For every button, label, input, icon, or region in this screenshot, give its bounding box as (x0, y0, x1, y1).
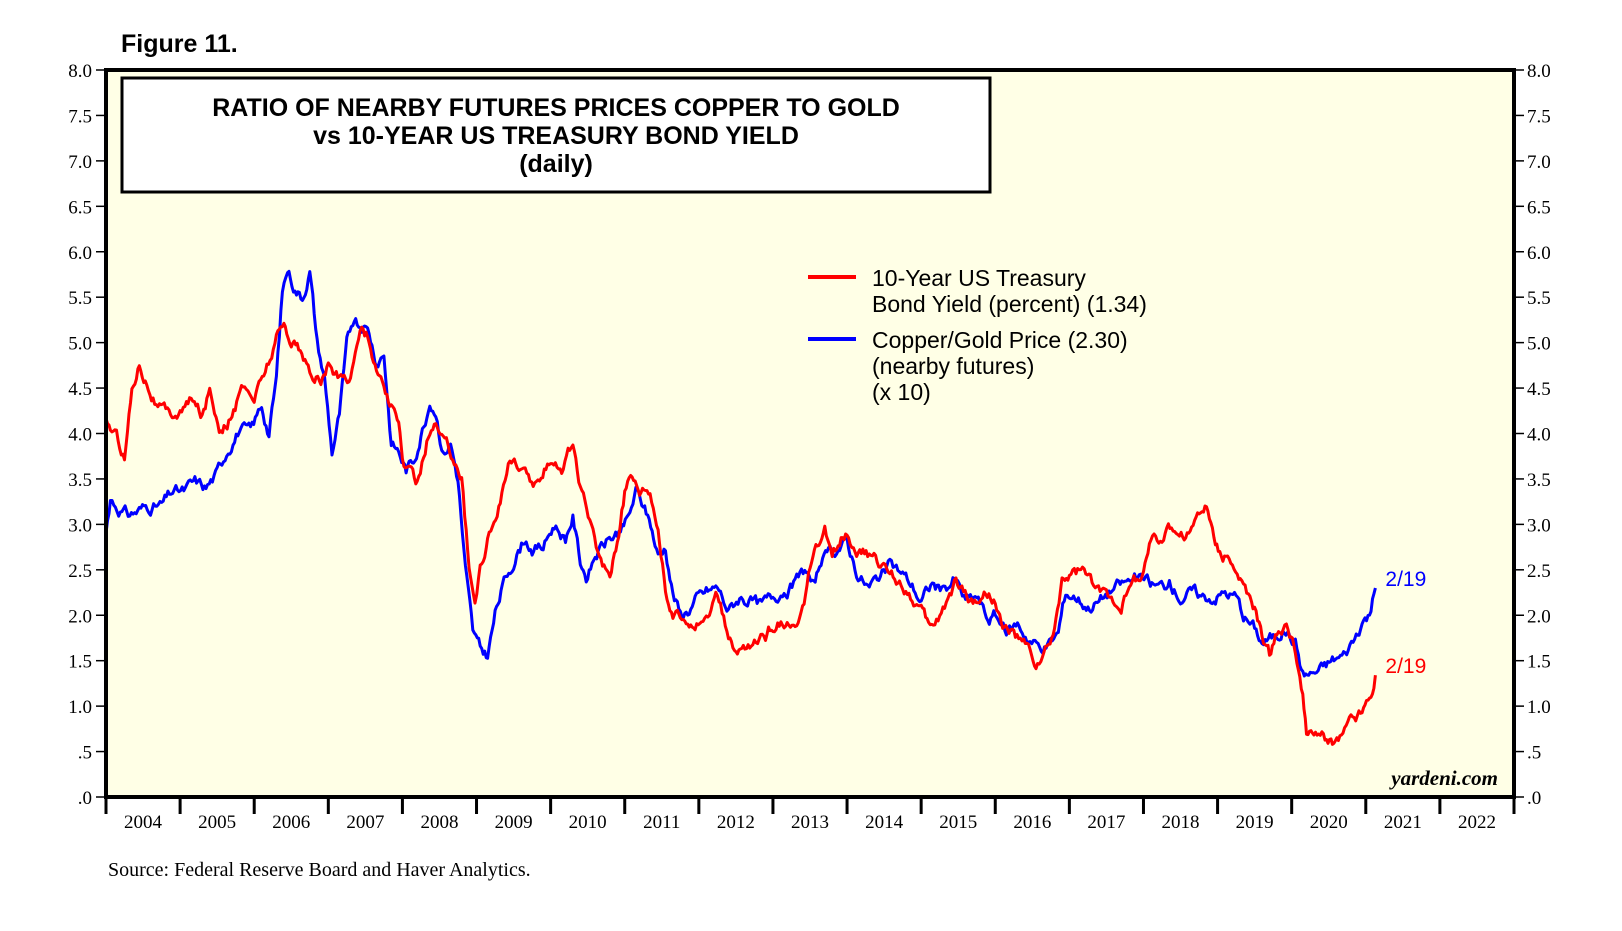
y-tick-label-right-10: 5.0 (1527, 334, 1551, 355)
x-tick-label-2006: 2006 (272, 812, 310, 833)
x-tick-label-2019: 2019 (1236, 812, 1274, 833)
legend: 10-Year US Treasury Bond Yield (percent)… (808, 265, 1147, 405)
y-tick-label-left-16: 8.0 (68, 61, 92, 82)
legend-label-copper-gold-line2: (nearby futures) (872, 353, 1034, 379)
x-tick-label-2021: 2021 (1384, 812, 1422, 833)
x-tick-label-2022: 2022 (1458, 812, 1496, 833)
y-tick-label-left-14: 7.0 (68, 152, 92, 173)
source-note: Source: Federal Reserve Board and Haver … (108, 859, 531, 881)
y-tick-label-left-13: 6.5 (68, 197, 92, 218)
y-tick-label-right-3: 1.5 (1527, 652, 1551, 673)
y-tick-label-left-6: 3.0 (68, 515, 92, 536)
y-tick-label-right-11: 5.5 (1527, 288, 1551, 309)
x-tick-label-2017: 2017 (1087, 812, 1125, 833)
y-tick-label-right-2: 1.0 (1527, 697, 1551, 718)
x-tick-label-2020: 2020 (1310, 812, 1348, 833)
y-tick-label-left-11: 5.5 (68, 288, 92, 309)
y-tick-label-right-4: 2.0 (1527, 606, 1551, 627)
x-tick-label-2007: 2007 (346, 812, 384, 833)
y-tick-label-right-7: 3.5 (1527, 470, 1551, 491)
x-tick-label-2010: 2010 (569, 812, 607, 833)
y-tick-label-right-12: 6.0 (1527, 243, 1551, 264)
y-tick-label-left-9: 4.5 (68, 379, 92, 400)
y-tick-label-left-5: 2.5 (68, 561, 92, 582)
y-tick-label-left-4: 2.0 (68, 606, 92, 627)
title-box: RATIO OF NEARBY FUTURES PRICES COPPER TO… (120, 76, 992, 194)
x-tick-label-2011: 2011 (643, 812, 680, 833)
end-label-copper-gold: 2/19 (1385, 568, 1426, 591)
legend-label-copper-gold-line3: (x 10) (872, 379, 931, 405)
legend-label-treasury-yield-line2: Bond Yield (percent) (1.34) (872, 291, 1147, 317)
plot-frame (104, 68, 1516, 799)
series-line-treasury-yield (104, 321, 1377, 746)
legend-label-copper-gold-line1: Copper/Gold Price (2.30) (872, 327, 1128, 353)
y-tick-label-right-1: .5 (1527, 743, 1541, 764)
y-tick-label-right-16: 8.0 (1527, 61, 1551, 82)
y-tick-label-right-6: 3.0 (1527, 515, 1551, 536)
x-tick-label-2016: 2016 (1013, 812, 1051, 833)
series-layer (104, 269, 1377, 746)
y-tick-label-left-10: 5.0 (68, 334, 92, 355)
chart-subtitle: vs 10-YEAR US TREASURY BOND YIELD (313, 122, 799, 150)
y-tick-label-right-5: 2.5 (1527, 561, 1551, 582)
y-tick-label-right-8: 4.0 (1527, 425, 1551, 446)
y-tick-label-right-13: 6.5 (1527, 197, 1551, 218)
x-tick-label-2018: 2018 (1162, 812, 1200, 833)
left-y-axis: .0 .5 1.0 1.5 2.0 2.5 3.0 3.5 4.0 4.5 5.0 5.5 6.0 6.5… (68, 61, 106, 809)
figure-label: Figure 11. (121, 30, 238, 58)
y-tick-label-right-0: .0 (1527, 788, 1541, 809)
x-tick-label-2014: 2014 (865, 812, 904, 833)
title-box-frame (120, 76, 992, 194)
end-label-treasury-yield: 2/19 (1385, 655, 1426, 678)
y-tick-label-right-14: 7.0 (1527, 152, 1551, 173)
x-axis: 2004 2005 2006 2007 2008 2009 2010 2011 2012 2013… (104, 797, 1516, 833)
x-tick-label-2013: 2013 (791, 812, 829, 833)
y-tick-label-right-15: 7.5 (1527, 106, 1551, 127)
x-tick-label-2015: 2015 (939, 812, 977, 833)
legend-label-treasury-yield-line1: 10-Year US Treasury (872, 265, 1086, 291)
y-tick-label-left-15: 7.5 (68, 106, 92, 127)
x-tick-label-2005: 2005 (198, 812, 236, 833)
x-tick-label-2012: 2012 (717, 812, 755, 833)
x-tick-label-2008: 2008 (420, 812, 458, 833)
x-tick-label-2004: 2004 (124, 812, 163, 833)
series-line-copper-gold (104, 269, 1377, 678)
y-tick-label-left-1: .5 (78, 743, 92, 764)
y-tick-label-left-0: .0 (78, 788, 92, 809)
y-tick-label-right-9: 4.5 (1527, 379, 1551, 400)
y-tick-label-left-8: 4.0 (68, 425, 92, 446)
x-tick-label-2009: 2009 (495, 812, 533, 833)
right-y-axis: .0 .5 1.0 1.5 2.0 2.5 3.0 3.5 4.0 4.5 5.0 5.5 6.0 6.5… (1514, 61, 1551, 809)
y-tick-label-left-7: 3.5 (68, 470, 92, 491)
chart-title: RATIO OF NEARBY FUTURES PRICES COPPER TO… (212, 94, 900, 122)
y-tick-label-left-2: 1.0 (68, 697, 92, 718)
chart-frequency-label: (daily) (519, 150, 593, 178)
watermark: yardeni.com (1388, 766, 1498, 790)
y-tick-label-left-12: 6.0 (68, 243, 92, 264)
y-tick-label-left-3: 1.5 (68, 652, 92, 673)
